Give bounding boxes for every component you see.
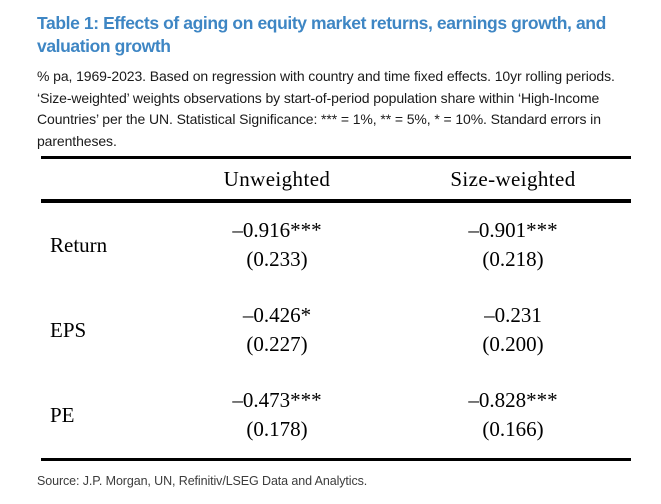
header-cell-empty <box>41 167 159 192</box>
cell-return-unweighted: –0.916*** (0.233) <box>159 216 395 274</box>
coefficient-value: –0.473*** <box>232 388 322 412</box>
table-header-row: Unweighted Size-weighted <box>41 156 631 199</box>
standard-error: (0.227) <box>246 332 308 356</box>
cell-eps-unweighted: –0.426* (0.227) <box>159 301 395 359</box>
row-label: PE <box>50 402 75 427</box>
standard-error: (0.166) <box>482 417 544 441</box>
header-cell-unweighted: Unweighted <box>223 167 331 191</box>
cell-eps-size-weighted: –0.231 (0.200) <box>395 301 631 359</box>
table-row-pe: PE –0.473*** (0.178) –0.828*** (0.166) <box>41 373 631 458</box>
table-notes: % pa, 1969-2023. Based on regression wit… <box>37 68 615 149</box>
coefficient-value: –0.231 <box>484 303 542 327</box>
row-label: Return <box>50 232 108 257</box>
standard-error: (0.233) <box>246 247 308 271</box>
cell-return-size-weighted: –0.901*** (0.218) <box>395 216 631 274</box>
source-note: Source: J.P. Morgan, UN, Refinitiv/LSEG … <box>37 474 368 488</box>
header-cell-size-weighted: Size-weighted <box>450 167 576 191</box>
standard-error: (0.218) <box>482 247 544 271</box>
cell-pe-size-weighted: –0.828*** (0.166) <box>395 386 631 444</box>
row-label: EPS <box>50 317 87 342</box>
regression-results-table: Unweighted Size-weighted Return –0.916**… <box>41 156 631 461</box>
table-row-eps: EPS –0.426* (0.227) –0.231 (0.200) <box>41 288 631 373</box>
header-double-rule <box>41 199 631 203</box>
standard-error: (0.178) <box>246 417 308 441</box>
coefficient-value: –0.426* <box>242 303 312 327</box>
cell-pe-unweighted: –0.473*** (0.178) <box>159 386 395 444</box>
table-bottom-rule <box>41 458 631 461</box>
coefficient-value: –0.916*** <box>232 218 322 242</box>
coefficient-value: –0.901*** <box>468 218 558 242</box>
table-title: Table 1: Effects of aging on equity mark… <box>37 13 606 56</box>
standard-error: (0.200) <box>482 332 544 356</box>
table-row-return: Return –0.916*** (0.233) –0.901*** (0.21… <box>41 203 631 288</box>
coefficient-value: –0.828*** <box>468 388 558 412</box>
